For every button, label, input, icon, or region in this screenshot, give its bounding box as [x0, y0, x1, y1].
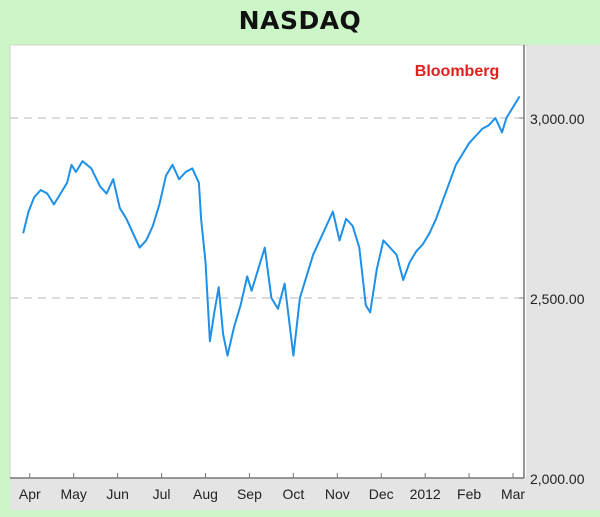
- y-label-panel: [527, 45, 600, 510]
- x-tick-label: Oct: [282, 486, 304, 502]
- series-layer: [22, 95, 521, 357]
- x-ticks: Apr May Jun Jul Aug Sep Oct Nov Dec 2012 Feb Mar: [19, 473, 525, 502]
- grid-layer: [10, 117, 524, 299]
- chart-annotation: Bloomberg: [415, 63, 499, 80]
- y-tick-label: 3,000.00: [530, 111, 585, 127]
- x-tick-label: Jul: [153, 486, 171, 502]
- x-tick-label: Apr: [19, 486, 41, 502]
- x-tick-label: Sep: [237, 486, 262, 502]
- x-tick-label: Dec: [369, 486, 394, 502]
- axis-label-strip: [10, 478, 527, 510]
- x-tick-label: Aug: [193, 486, 218, 502]
- chart-title: NASDAQ: [238, 6, 362, 35]
- y-tick-label: 2,000.00: [530, 471, 585, 487]
- plot-background: [9, 44, 528, 479]
- x-tick-label: May: [60, 486, 86, 502]
- x-tick-label: Feb: [457, 486, 481, 502]
- y-ticks: 3,000.00 2,500.00 2,000.00: [519, 111, 585, 487]
- x-tick-label: Nov: [325, 486, 350, 502]
- x-tick-label: Jun: [106, 486, 129, 502]
- x-tick-label: Mar: [501, 486, 525, 502]
- y-tick-label: 2,500.00: [530, 291, 585, 307]
- series-line: [22, 95, 521, 357]
- x-tick-label: 2012: [410, 486, 441, 502]
